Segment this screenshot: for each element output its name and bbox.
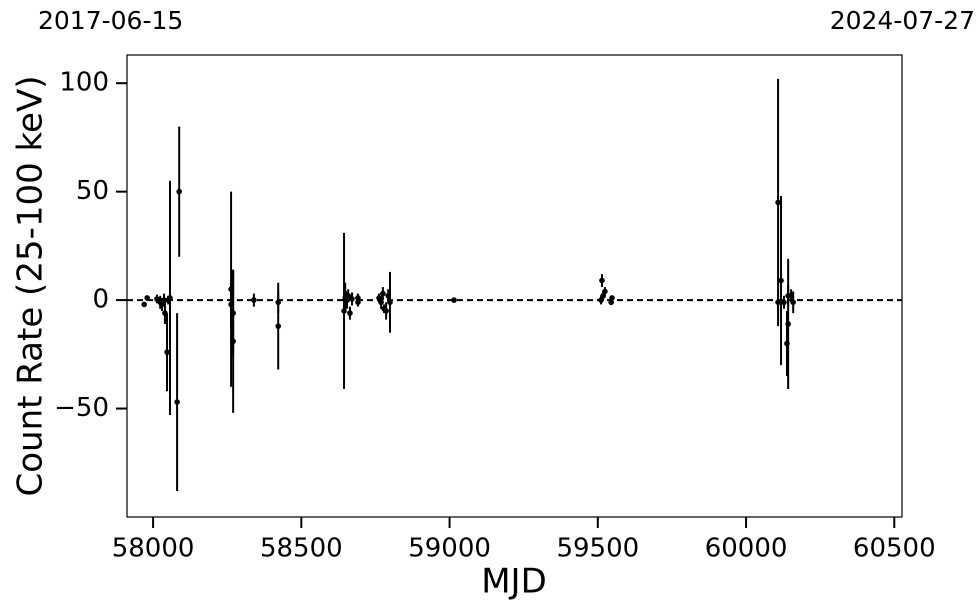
- x-tick-label: 58500: [260, 534, 343, 564]
- data-point: [251, 297, 257, 303]
- top-right-label: 2024-07-27: [830, 6, 975, 35]
- data-point: [230, 310, 236, 316]
- data-point: [608, 299, 614, 306]
- data-point: [785, 321, 791, 327]
- data-point: [164, 349, 170, 355]
- data-point: [781, 299, 787, 306]
- data-point: [383, 308, 389, 314]
- data-point: [609, 295, 615, 301]
- data-point: [355, 299, 361, 306]
- top-left-label: 2017-06-15: [38, 6, 183, 35]
- x-tick-label: 59000: [408, 534, 491, 564]
- y-tick-label: 0: [92, 285, 109, 315]
- x-axis-label: MJD: [481, 562, 547, 602]
- data-point: [775, 299, 781, 306]
- x-tick-label: 60500: [853, 534, 936, 564]
- data-point: [387, 299, 393, 306]
- x-tick-label: 58000: [112, 534, 195, 564]
- x-tick-label: 59500: [556, 534, 639, 564]
- data-point: [275, 323, 282, 329]
- y-tick-label: 50: [76, 176, 109, 206]
- y-tick-label: −50: [54, 393, 109, 423]
- data-point: [599, 277, 605, 284]
- y-axis-label: Count Rate (25-100 keV): [11, 76, 51, 497]
- data-point: [347, 310, 353, 316]
- data-point: [161, 297, 167, 303]
- data-point: [345, 292, 351, 299]
- data-point: [775, 199, 781, 206]
- data-point: [451, 297, 457, 303]
- plot-frame: [126, 54, 903, 518]
- data-point: [176, 188, 182, 195]
- y-tick-label: 100: [59, 68, 109, 98]
- data-point: [790, 299, 796, 306]
- data-point: [378, 299, 384, 306]
- data-point: [167, 295, 173, 301]
- data-point: [380, 290, 386, 297]
- data-point: [349, 296, 355, 302]
- data-point: [602, 288, 608, 295]
- data-point: [778, 277, 784, 284]
- x-tick-label: 60000: [705, 534, 788, 564]
- data-point: [174, 399, 180, 405]
- data-point: [275, 299, 282, 306]
- data-point: [141, 301, 147, 308]
- data-point: [144, 295, 150, 301]
